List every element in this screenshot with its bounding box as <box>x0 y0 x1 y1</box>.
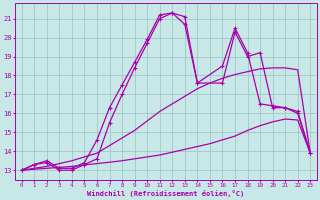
X-axis label: Windchill (Refroidissement éolien,°C): Windchill (Refroidissement éolien,°C) <box>87 190 244 197</box>
